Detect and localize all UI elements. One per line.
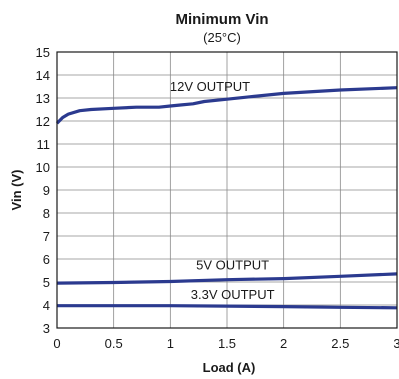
y-tick-label: 3	[43, 321, 50, 336]
series-label: 3.3V OUTPUT	[191, 287, 275, 302]
x-axis-label: Load (A)	[203, 360, 256, 375]
series-line	[57, 304, 398, 310]
y-tick-label: 8	[43, 206, 50, 221]
series-line	[55, 86, 398, 125]
y-tick-label: 15	[36, 45, 50, 60]
y-tick-label: 6	[43, 252, 50, 267]
plot-frame	[56, 51, 398, 329]
y-tick-label: 14	[36, 68, 50, 83]
chart-subtitle: (25°C)	[203, 30, 241, 45]
x-tick-label: 3	[393, 336, 399, 351]
x-tick-label: 0.5	[105, 336, 123, 351]
series-label: 12V OUTPUT	[170, 79, 250, 94]
x-tick-label: 1.5	[218, 336, 236, 351]
x-tick-label: 2	[280, 336, 287, 351]
series-line	[56, 272, 398, 285]
y-axis-ticks: 3 4 5 6 7 8 9 10 11 12 13 14 15	[36, 45, 50, 336]
chart-title: Minimum Vin	[175, 11, 268, 28]
x-tick-label: 1	[167, 336, 174, 351]
series-labels: 12V OUTPUT 5V OUTPUT 3.3V OUTPUT	[170, 79, 275, 302]
x-axis-ticks: 0 0.5 1 1.5 2 2.5 3	[53, 336, 399, 351]
y-tick-label: 10	[36, 160, 50, 175]
y-tick-label: 7	[43, 229, 50, 244]
y-tick-label: 9	[43, 183, 50, 198]
y-tick-label: 11	[37, 137, 51, 152]
y-tick-label: 5	[43, 275, 50, 290]
y-tick-label: 4	[43, 298, 50, 313]
series-label: 5V OUTPUT	[196, 258, 269, 273]
y-tick-label: 12	[36, 114, 50, 129]
series-lines	[55, 86, 398, 310]
x-tick-label: 2.5	[331, 336, 349, 351]
y-tick-label: 13	[36, 91, 50, 106]
x-tick-label: 0	[53, 336, 60, 351]
y-axis-label: Vin (V)	[9, 170, 24, 211]
